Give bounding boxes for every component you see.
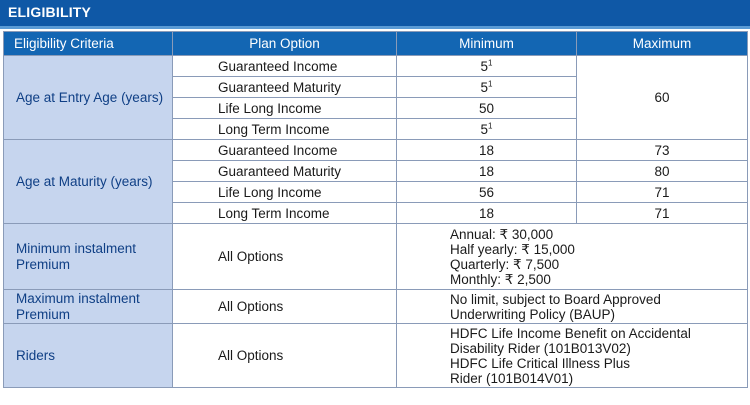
table-row: Long Term Income 51: [4, 118, 748, 140]
plan-option: Life Long Income: [172, 97, 397, 119]
criteria-max-premium: Maximum instalment Premium: [3, 289, 173, 324]
max-value: 71: [576, 181, 748, 203]
rider-line: Disability Rider (101B013V02): [450, 340, 631, 356]
premium-line: Underwriting Policy (BAUP): [450, 306, 616, 322]
plan-option: All Options: [172, 289, 397, 324]
header-minimum: Minimum: [396, 31, 577, 56]
table-row: Age at Maturity (years) Guaranteed Incom…: [3, 139, 748, 224]
header-plan-option: Plan Option: [172, 31, 397, 56]
max-value: 80: [576, 160, 748, 182]
riders-values: HDFC Life Income Benefit on Accidental D…: [396, 323, 748, 388]
rider-line: HDFC Life Income Benefit on Accidental: [450, 325, 691, 341]
max-value: 73: [576, 139, 748, 161]
eligibility-table: Eligibility Criteria Plan Option Minimum…: [3, 31, 748, 388]
plan-option: All Options: [172, 223, 397, 290]
min-value: 51: [396, 55, 577, 77]
max-premium-values: No limit, subject to Board Approved Unde…: [396, 289, 748, 324]
criteria-line: Premium: [16, 256, 71, 272]
min-value: 18: [396, 160, 577, 182]
table-row: Maximum instalment Premium All Options N…: [3, 289, 748, 324]
criteria-line: Premium: [16, 306, 71, 322]
max-value: 71: [576, 202, 748, 224]
header-maximum: Maximum: [576, 31, 748, 56]
criteria-line: Maximum instalment: [16, 290, 140, 306]
premium-line: Half yearly: ₹ 15,000: [450, 241, 575, 257]
plan-option: Long Term Income: [172, 118, 397, 140]
table-header-row: Eligibility Criteria Plan Option Minimum…: [3, 31, 748, 56]
max-value: 60: [576, 55, 748, 140]
table-row: Guaranteed Maturity 18 80: [4, 160, 748, 182]
min-value: 56: [396, 181, 577, 203]
criteria-age-maturity: Age at Maturity (years): [3, 139, 173, 224]
min-value: 18: [396, 202, 577, 224]
plan-option: Guaranteed Maturity: [172, 160, 397, 182]
rider-line: HDFC Life Critical Illness Plus: [450, 355, 631, 371]
plan-option: Life Long Income: [172, 181, 397, 203]
premium-line: Quarterly: ₹ 7,500: [450, 256, 560, 272]
premium-line: No limit, subject to Board Approved: [450, 291, 661, 307]
min-value: 50: [396, 97, 577, 119]
min-value: 51: [396, 76, 577, 98]
criteria-line: Minimum instalment: [16, 240, 137, 256]
criteria-min-premium: Minimum instalment Premium: [3, 223, 173, 290]
plan-option: Guaranteed Income: [172, 55, 397, 77]
table-row: Riders All Options HDFC Life Income Bene…: [3, 323, 748, 388]
section-underline: [0, 26, 750, 29]
table-row: Long Term Income 18 71: [4, 202, 748, 224]
plan-option: Guaranteed Maturity: [172, 76, 397, 98]
section-title: ELIGIBILITY: [0, 0, 750, 26]
plan-option: Guaranteed Income: [172, 139, 397, 161]
plan-option: All Options: [172, 323, 397, 388]
plan-option: Long Term Income: [172, 202, 397, 224]
table-row: Minimum instalment Premium All Options A…: [3, 223, 748, 290]
criteria-age-entry: Age at Entry Age (years): [3, 55, 173, 140]
premium-line: Annual: ₹ 30,000: [450, 226, 554, 242]
premium-line: Monthly: ₹ 2,500: [450, 271, 551, 287]
criteria-riders: Riders: [3, 323, 173, 388]
rider-line: Rider (101B014V01): [450, 370, 574, 386]
header-eligibility-criteria: Eligibility Criteria: [3, 31, 173, 56]
min-premium-values: Annual: ₹ 30,000 Half yearly: ₹ 15,000 Q…: [396, 223, 748, 290]
min-value: 51: [396, 118, 577, 140]
table-row: Age at Entry Age (years) Guaranteed Inco…: [3, 55, 748, 140]
min-value: 18: [396, 139, 577, 161]
